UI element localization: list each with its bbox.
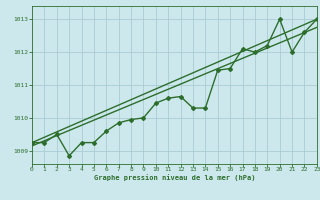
X-axis label: Graphe pression niveau de la mer (hPa): Graphe pression niveau de la mer (hPa)	[94, 174, 255, 181]
